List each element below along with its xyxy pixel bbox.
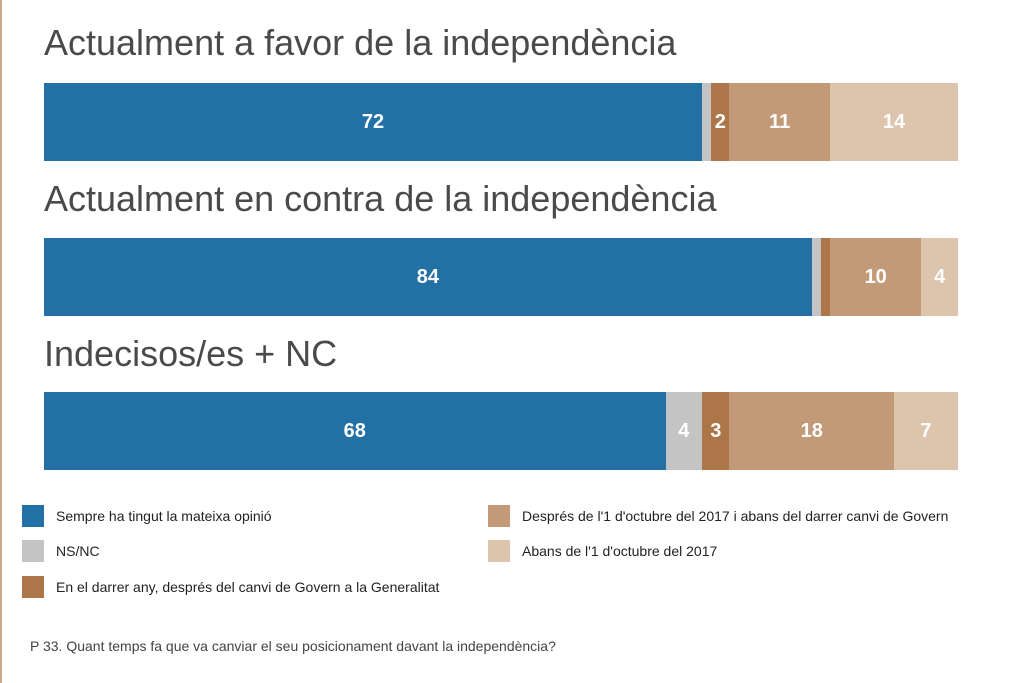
legend-swatch-abans-1o (488, 540, 510, 562)
bar-favor: 72 2 11 14 (44, 83, 958, 161)
data-label-favor-s0: 72 (361, 110, 385, 133)
data-label-favor-s3: 11 (769, 110, 791, 133)
legend-swatch-sempre (22, 505, 44, 527)
legend-label-abans-1o: Abans de l'1 d'octubre del 2017 (522, 543, 718, 559)
legend-swatch-nsnc (22, 540, 44, 562)
data-label-indecisos-s0: 68 (343, 419, 366, 442)
legend-label-sempre: Sempre ha tingut la mateixa opinió (56, 508, 272, 524)
bar-segment-contra-s3: 10 (830, 238, 922, 316)
data-label-indecisos-s4: 7 (920, 419, 932, 442)
bar-segment-indecisos-s4: 7 (893, 392, 958, 470)
data-label-contra-s4: 4 (934, 265, 946, 288)
data-label-favor-s2: 2 (714, 110, 726, 133)
legend-item-nsnc: NS/NC (22, 540, 100, 562)
bar-segment-indecisos-s2: 3 (702, 392, 730, 470)
group-title-indecisos: Indecisos/es + NC (44, 333, 338, 374)
legend-label-darrer-any: En el darrer any, després del canvi de G… (56, 579, 440, 595)
bar-segment-indecisos-s0: 68 (44, 392, 666, 470)
bar-segment-contra-s0: 84 (44, 238, 812, 316)
legend-swatch-despres-1o (488, 505, 510, 527)
bar-segment-favor-s0: 72 (44, 83, 703, 161)
bar-indecisos: 68 4 3 18 7 (44, 392, 958, 470)
bar-segment-indecisos-s1: 4 (665, 392, 703, 470)
legend-swatch-darrer-any (22, 576, 44, 598)
bar-segment-favor-s4: 14 (830, 83, 958, 161)
group-title-favor: Actualment a favor de la independència (44, 22, 677, 63)
bar-segment-favor-s2: 2 (711, 83, 730, 161)
legend-item-darrer-any: En el darrer any, després del canvi de G… (22, 576, 439, 598)
data-label-contra-s3: 10 (864, 265, 887, 288)
bar-segment-favor-s1 (702, 83, 712, 161)
left-border-rule (0, 0, 2, 683)
data-label-indecisos-s2: 3 (710, 419, 722, 442)
legend-label-despres-1o: Després de l'1 d'octubre del 2017 i aban… (522, 508, 949, 524)
question-footnote: P 33. Quant temps fa que va canviar el s… (30, 638, 556, 654)
bar-contra: 84 10 4 (44, 238, 958, 316)
bar-segment-contra-s2 (820, 238, 830, 316)
bar-segment-indecisos-s3: 18 (729, 392, 894, 470)
legend-item-abans-1o: Abans de l'1 d'octubre del 2017 (488, 540, 717, 562)
legend-item-sempre: Sempre ha tingut la mateixa opinió (22, 505, 272, 527)
legend-label-nsnc: NS/NC (56, 543, 100, 559)
bar-segment-contra-s4: 4 (921, 238, 958, 316)
legend-item-despres-1o: Després de l'1 d'octubre del 2017 i aban… (488, 505, 948, 527)
bar-segment-favor-s3: 11 (729, 83, 830, 161)
data-label-indecisos-s1: 4 (678, 419, 690, 442)
data-label-favor-s4: 14 (882, 110, 906, 133)
data-label-indecisos-s3: 18 (800, 419, 823, 442)
bar-segment-contra-s1 (811, 238, 821, 316)
data-label-contra-s0: 84 (416, 265, 439, 288)
group-title-contra: Actualment en contra de la independència (44, 178, 717, 219)
